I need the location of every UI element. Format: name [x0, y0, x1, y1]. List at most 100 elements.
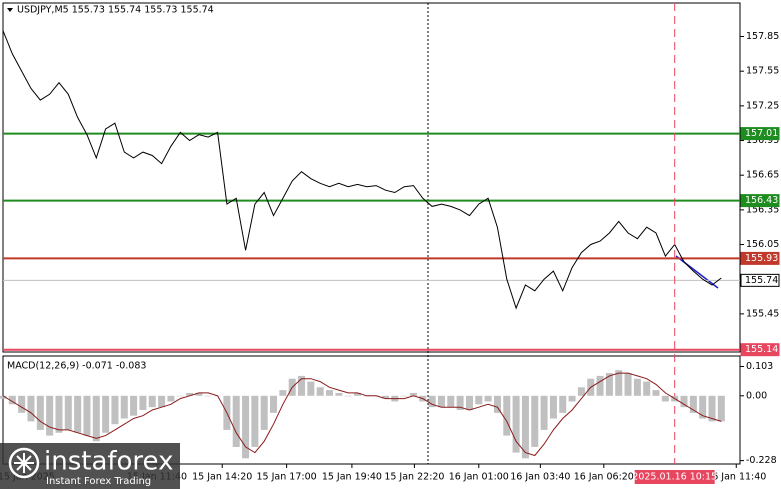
histogram-bar [130, 395, 138, 416]
histogram-bar [699, 395, 707, 419]
y-tick-label: 157.55 [746, 66, 779, 77]
price-line [2, 30, 722, 310]
histogram-bar [680, 395, 688, 408]
histogram-bar [83, 395, 91, 436]
histogram-bar [120, 395, 128, 419]
histogram-bar [260, 395, 268, 430]
histogram-bar [549, 395, 557, 419]
level-label: 157.01 [745, 128, 778, 139]
histogram-bar [643, 381, 651, 396]
x-tick-label: 16 Jan 01:00 [449, 472, 509, 483]
histogram-bar [204, 395, 212, 397]
histogram-bar [335, 392, 343, 396]
histogram-bar [409, 392, 417, 396]
title-icon [7, 8, 13, 12]
histogram-bar [74, 395, 82, 433]
histogram-bar [46, 395, 54, 436]
histogram-bar [559, 395, 567, 413]
histogram-bar [55, 395, 63, 433]
histogram-bar [270, 395, 278, 413]
level-label-box [740, 127, 780, 141]
histogram-bar [661, 395, 669, 402]
y-tick-label: 157.85 [746, 31, 779, 42]
histogram-bar [400, 395, 408, 397]
histogram-bar [521, 395, 529, 459]
histogram-bar [242, 395, 250, 459]
histogram-bar [102, 395, 110, 433]
histogram-bar [27, 395, 35, 422]
histogram-bar [36, 395, 44, 430]
y-tick-label: 156.65 [746, 170, 779, 181]
watermark-logo [8, 447, 40, 479]
histogram-bar [493, 395, 501, 413]
y-tick-label: 157.25 [746, 100, 779, 111]
x-tick-label: 15 Jan 22:20 [384, 472, 444, 483]
level-label-box [740, 194, 780, 208]
cursor-label-box [634, 470, 715, 484]
histogram-bar [111, 395, 119, 425]
x-tick-label: 16 Jan 03:40 [510, 472, 570, 483]
macd-panel [2, 355, 741, 465]
y-tick-label: 0.00 [746, 390, 767, 401]
histogram-bar [512, 395, 520, 453]
histogram-bar [484, 395, 492, 402]
histogram-bar [279, 390, 287, 396]
histogram-bar [8, 395, 16, 405]
level-label: 155.93 [745, 253, 778, 264]
trend-line [675, 255, 719, 289]
histogram-bar [139, 395, 147, 410]
watermark-slogan: Instant Forex Trading [46, 476, 151, 487]
level-label: 155.14 [745, 344, 778, 355]
cursor-label: 2025.01.16 10:15 [632, 472, 717, 483]
histogram-bar [158, 395, 166, 408]
histogram-bar [298, 375, 306, 396]
histogram-bar [64, 395, 72, 430]
level-label: 156.43 [745, 195, 778, 206]
histogram-bar [540, 395, 548, 430]
histogram-bar [605, 373, 613, 396]
chart-title: USDJPY,M5 155.73 155.74 155.73 155.74 [17, 5, 214, 16]
histogram-bar [652, 390, 660, 396]
histogram-bar [633, 378, 641, 396]
histogram-bar [251, 395, 259, 447]
histogram-bar [92, 395, 100, 442]
histogram-bar [176, 395, 184, 397]
histogram-bar [568, 395, 576, 402]
histogram-bar [326, 390, 334, 396]
histogram-bar [624, 373, 632, 396]
histogram-bar [465, 395, 473, 410]
histogram-bar [232, 395, 240, 447]
macd-title: MACD(12,26,9) -0.071 -0.083 [7, 361, 146, 372]
histogram-bar [316, 387, 324, 396]
y-tick-label: 156.35 [746, 204, 779, 215]
x-tick-label: 16 Jan 11:40 [706, 472, 766, 483]
histogram-bar [354, 392, 362, 396]
histogram-bar [531, 395, 539, 447]
y-tick-label: 155.45 [746, 308, 779, 319]
histogram-bar [717, 395, 725, 422]
x-tick-label: 15 Jan 14:20 [192, 472, 252, 483]
histogram-bar [195, 392, 203, 396]
histogram-bar [689, 395, 697, 413]
histogram-bar [18, 395, 26, 413]
histogram-bar [148, 395, 156, 408]
histogram-bar [167, 395, 175, 402]
watermark-brand: instaforex [44, 447, 173, 477]
histogram-bar [577, 387, 585, 396]
histogram-bar [503, 395, 511, 436]
histogram-bar [344, 395, 352, 397]
histogram-bar [381, 395, 389, 399]
y-tick-label: 0.103 [746, 361, 773, 372]
x-tick-label: 16 Jan 06:20 [574, 472, 634, 483]
watermark-logo-rays [14, 453, 34, 473]
level-label: 155.74 [745, 275, 778, 286]
histogram-bar [596, 375, 604, 396]
level-label-box [740, 251, 780, 265]
histogram-bar [708, 395, 716, 422]
signal-line [2, 372, 722, 457]
x-tick-label: 15 Jan 19:40 [322, 472, 382, 483]
y-tick-label: 156.95 [746, 135, 779, 146]
x-tick-label: 15 Jan 17:00 [257, 472, 317, 483]
histogram-bar [0, 395, 7, 399]
